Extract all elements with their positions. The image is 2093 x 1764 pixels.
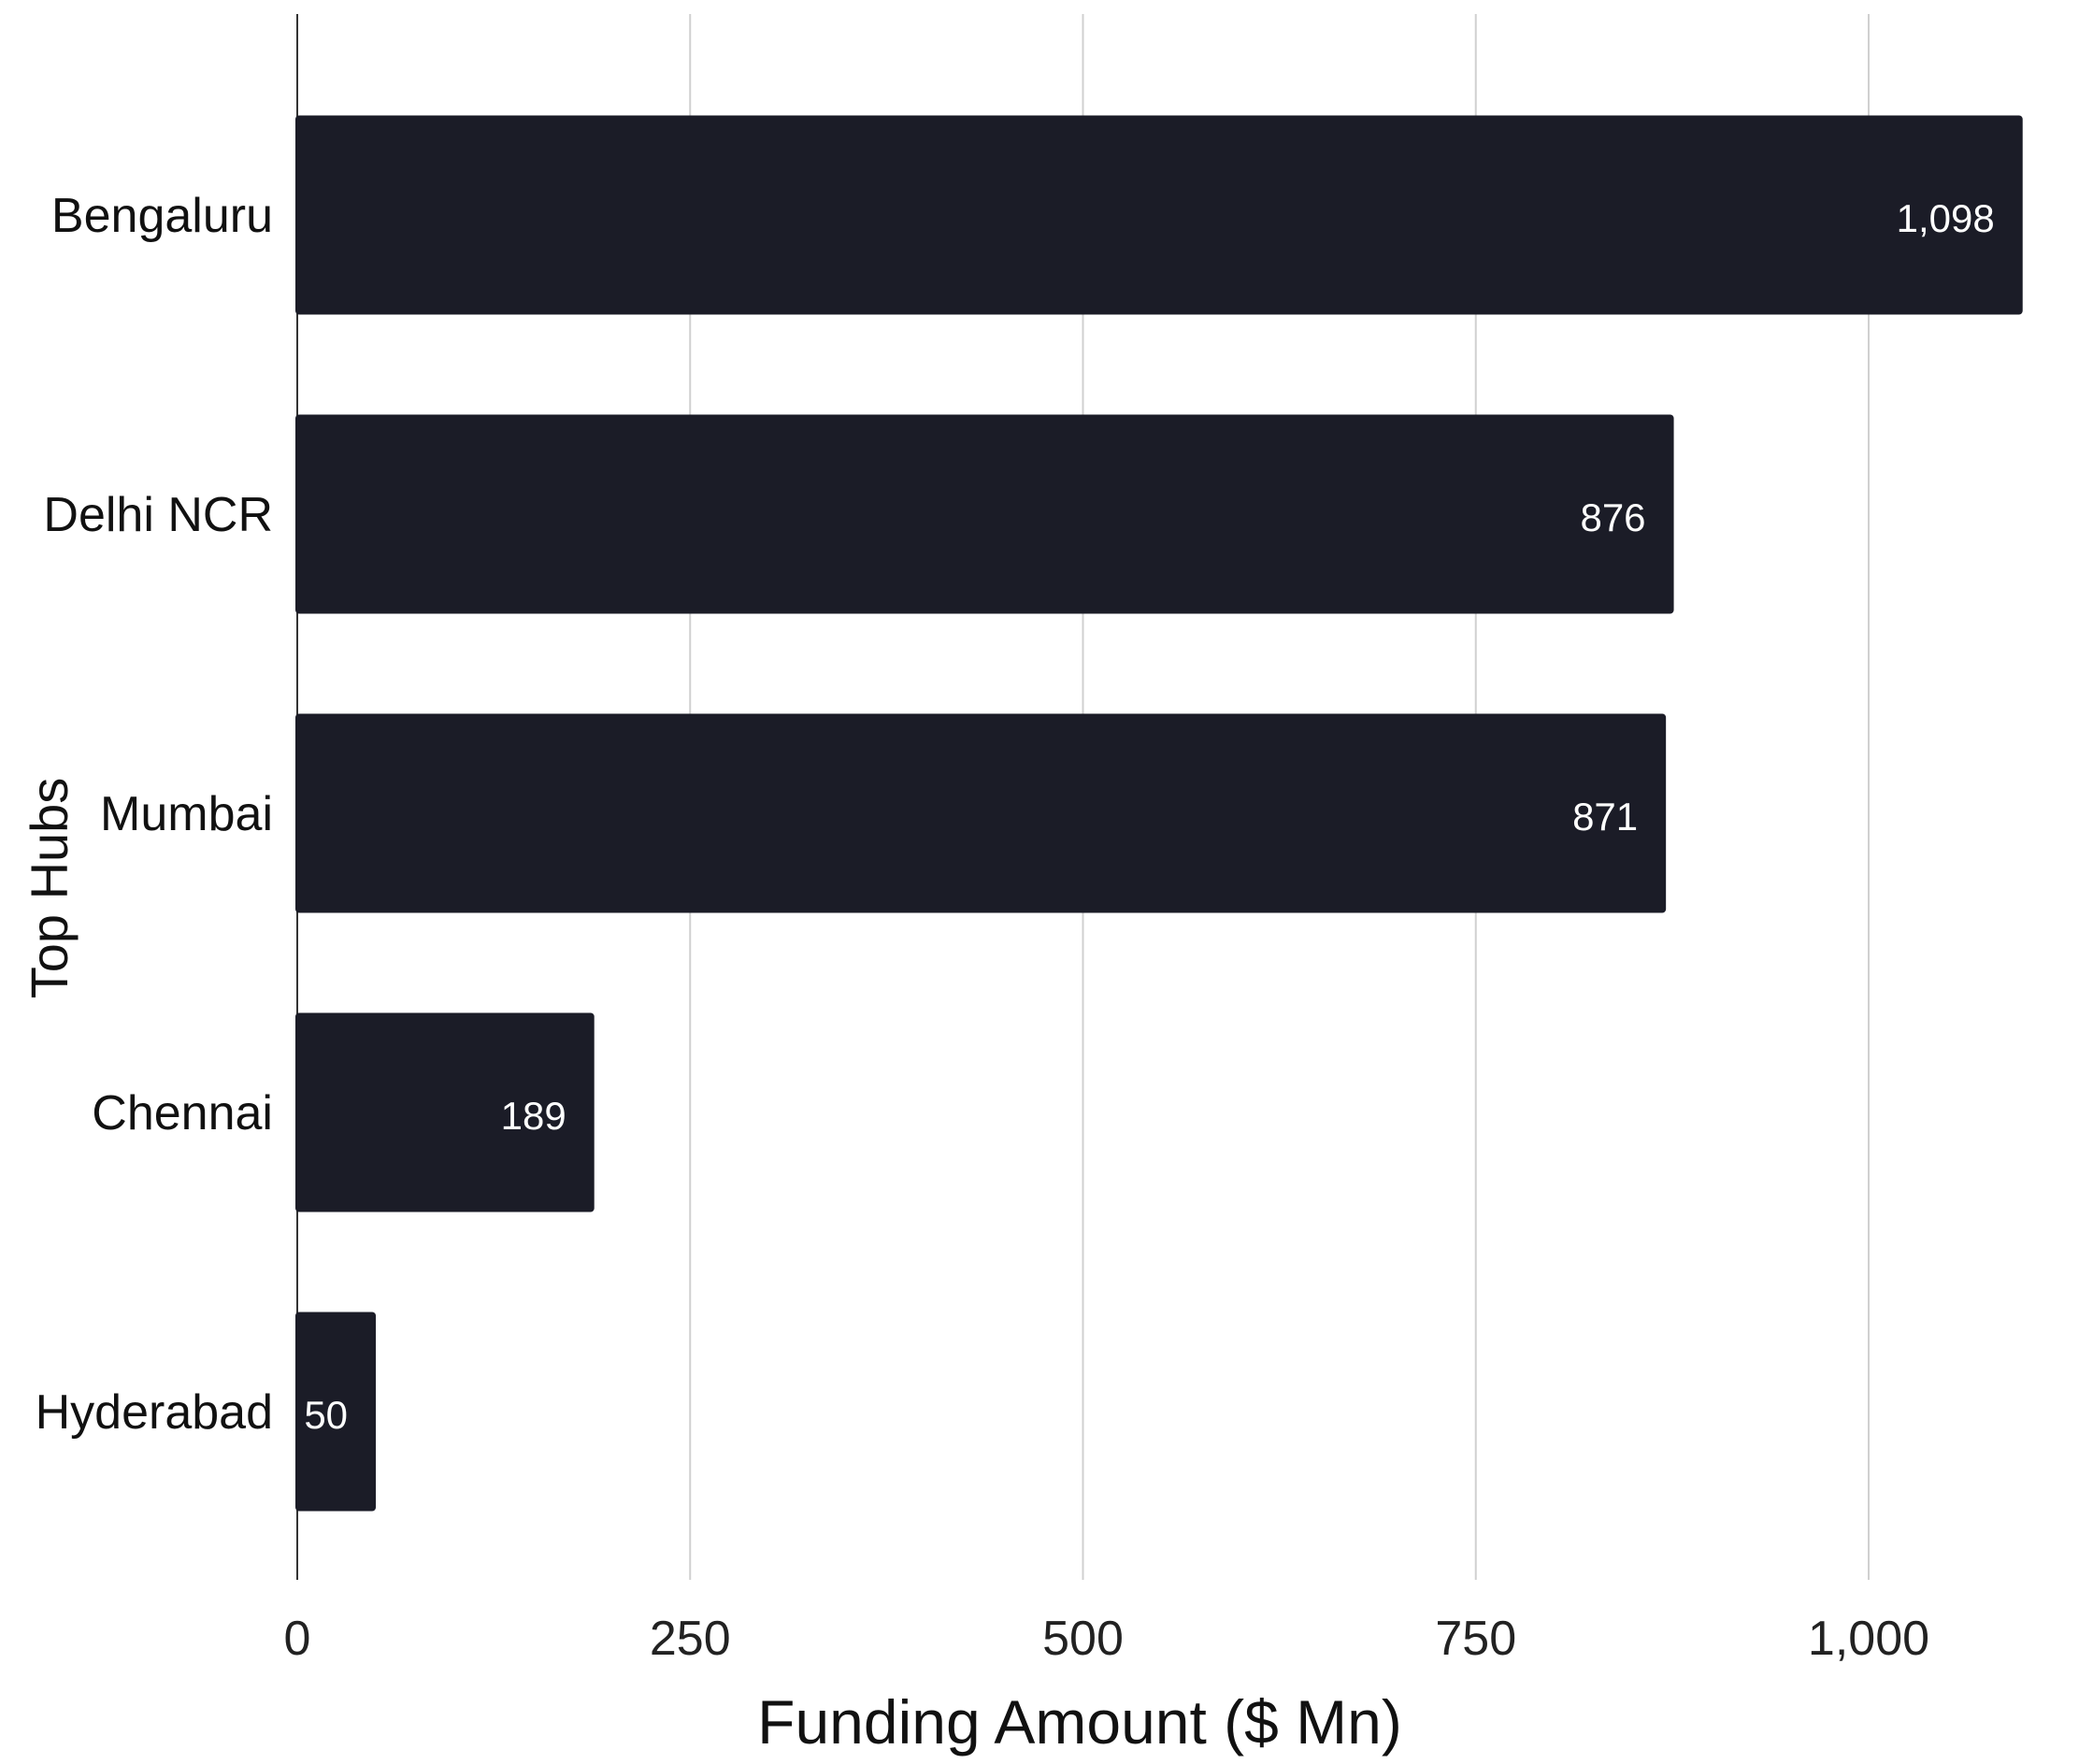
x-tick-label: 750 [1435,1612,1516,1666]
bar-value-label: 876 [1580,495,1645,539]
x-axis-title: Funding Amount ($ Mn) [757,1687,1402,1757]
category-label: Mumbai [100,787,273,841]
x-tick-label: 1,000 [1808,1612,1929,1666]
bar-value-label: 871 [1572,795,1638,839]
x-tick-label: 0 [284,1612,311,1666]
x-tick-label: 500 [1042,1612,1124,1666]
y-axis-title: Top Hubs [20,778,79,999]
x-tick-label: 250 [650,1612,731,1666]
bar-bengaluru [295,115,2023,315]
bar-delhi-ncr [295,414,1674,614]
bar-value-label: 1,098 [1897,196,1995,240]
bars: 1,098 876 871 189 50 [295,115,2023,1512]
category-label: Bengaluru [51,189,273,243]
bar-value-label: 50 [304,1393,348,1437]
bar-chennai [295,1012,595,1212]
category-labels: Bengaluru Delhi NCR Mumbai Chennai Hyderabad [36,189,273,1440]
x-tick-labels: 0 250 500 750 1,000 [284,1612,1930,1666]
category-label: Chennai [92,1086,273,1140]
category-label: Delhi NCR [43,488,273,542]
bar-hyderabad [295,1312,377,1512]
bar-mumbai [295,713,1667,913]
bar-value-label: 189 [501,1094,566,1138]
category-label: Hyderabad [36,1385,273,1440]
